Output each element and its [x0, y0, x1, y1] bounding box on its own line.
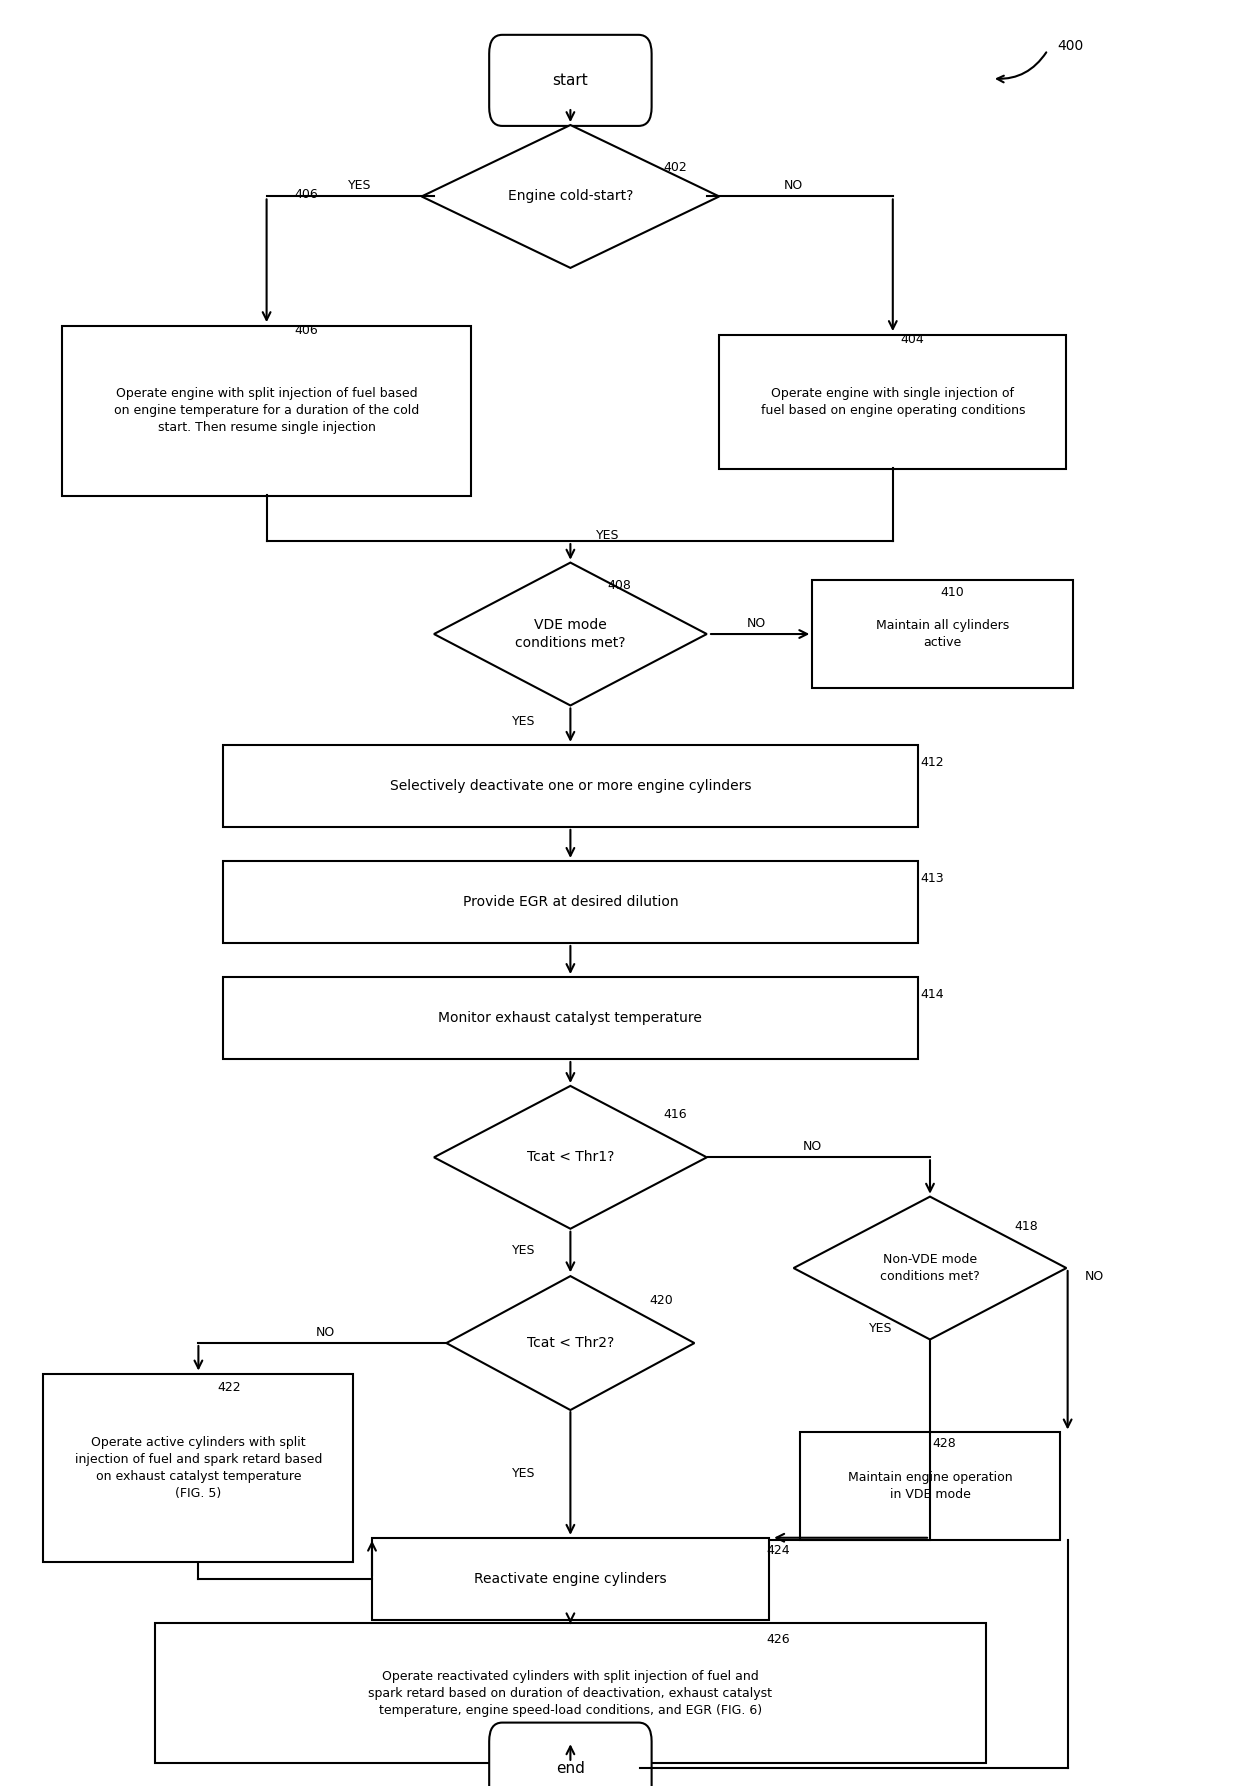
Text: Engine cold-start?: Engine cold-start?	[507, 189, 634, 204]
Polygon shape	[434, 1086, 707, 1229]
Text: 418: 418	[1014, 1220, 1038, 1234]
Text: 404: 404	[900, 332, 924, 346]
Bar	[62, 327, 471, 495]
Text: Provide EGR at desired dilution: Provide EGR at desired dilution	[463, 895, 678, 909]
Text: 428: 428	[932, 1436, 956, 1450]
Text: 420: 420	[650, 1293, 673, 1307]
Text: 424: 424	[766, 1543, 790, 1557]
Text: 402: 402	[663, 161, 687, 175]
Text: 408: 408	[608, 579, 631, 593]
Polygon shape	[434, 563, 707, 705]
Text: NO: NO	[1085, 1270, 1105, 1284]
Text: Operate engine with split injection of fuel based
on engine temperature for a du: Operate engine with split injection of f…	[114, 388, 419, 434]
Text: Non-VDE mode
conditions met?: Non-VDE mode conditions met?	[880, 1254, 980, 1282]
Text: YES: YES	[512, 714, 536, 729]
Text: 422: 422	[217, 1381, 241, 1395]
Text: NO: NO	[746, 616, 766, 630]
Text: Tcat < Thr1?: Tcat < Thr1?	[527, 1150, 614, 1164]
Text: Maintain all cylinders
active: Maintain all cylinders active	[875, 620, 1009, 648]
Text: 416: 416	[663, 1107, 687, 1122]
Text: NO: NO	[802, 1139, 822, 1154]
Text: VDE mode
conditions met?: VDE mode conditions met?	[515, 618, 626, 650]
Text: Monitor exhaust catalyst temperature: Monitor exhaust catalyst temperature	[439, 1011, 702, 1025]
Text: Selectively deactivate one or more engine cylinders: Selectively deactivate one or more engin…	[389, 779, 751, 793]
Text: Operate active cylinders with split
injection of fuel and spark retard based
on : Operate active cylinders with split inje…	[74, 1436, 322, 1500]
FancyBboxPatch shape	[489, 34, 652, 125]
Polygon shape	[794, 1197, 1066, 1340]
Text: Reactivate engine cylinders: Reactivate engine cylinders	[474, 1572, 667, 1586]
Text: YES: YES	[348, 179, 371, 193]
Text: 400: 400	[1058, 39, 1084, 54]
Text: YES: YES	[512, 1466, 536, 1481]
Text: 406: 406	[294, 188, 317, 200]
Text: 406: 406	[294, 323, 317, 338]
Bar	[155, 1623, 986, 1763]
Text: NO: NO	[784, 179, 804, 193]
Text: YES: YES	[512, 1243, 536, 1257]
Polygon shape	[422, 125, 719, 268]
Text: Tcat < Thr2?: Tcat < Thr2?	[527, 1336, 614, 1350]
Bar	[812, 580, 1073, 688]
Text: Operate engine with single injection of
fuel based on engine operating condition: Operate engine with single injection of …	[760, 388, 1025, 416]
Bar	[800, 1432, 1060, 1540]
Bar	[719, 336, 1066, 468]
Text: 413: 413	[920, 872, 944, 886]
Text: NO: NO	[315, 1325, 335, 1340]
Text: Maintain engine operation
in VDE mode: Maintain engine operation in VDE mode	[848, 1472, 1012, 1500]
Text: Operate reactivated cylinders with split injection of fuel and
spark retard base: Operate reactivated cylinders with split…	[368, 1670, 773, 1716]
Text: YES: YES	[596, 529, 619, 543]
Text: start: start	[553, 73, 588, 88]
Text: end: end	[556, 1761, 585, 1775]
Text: 410: 410	[940, 586, 963, 600]
Bar	[223, 861, 918, 943]
Bar	[223, 745, 918, 827]
Bar	[372, 1538, 769, 1620]
FancyBboxPatch shape	[489, 1722, 652, 1786]
Text: YES: YES	[869, 1322, 892, 1334]
Text: 412: 412	[920, 755, 944, 770]
Bar	[223, 977, 918, 1059]
Polygon shape	[446, 1275, 694, 1411]
Bar	[43, 1375, 353, 1561]
Text: 426: 426	[766, 1632, 790, 1647]
Text: 414: 414	[920, 988, 944, 1002]
